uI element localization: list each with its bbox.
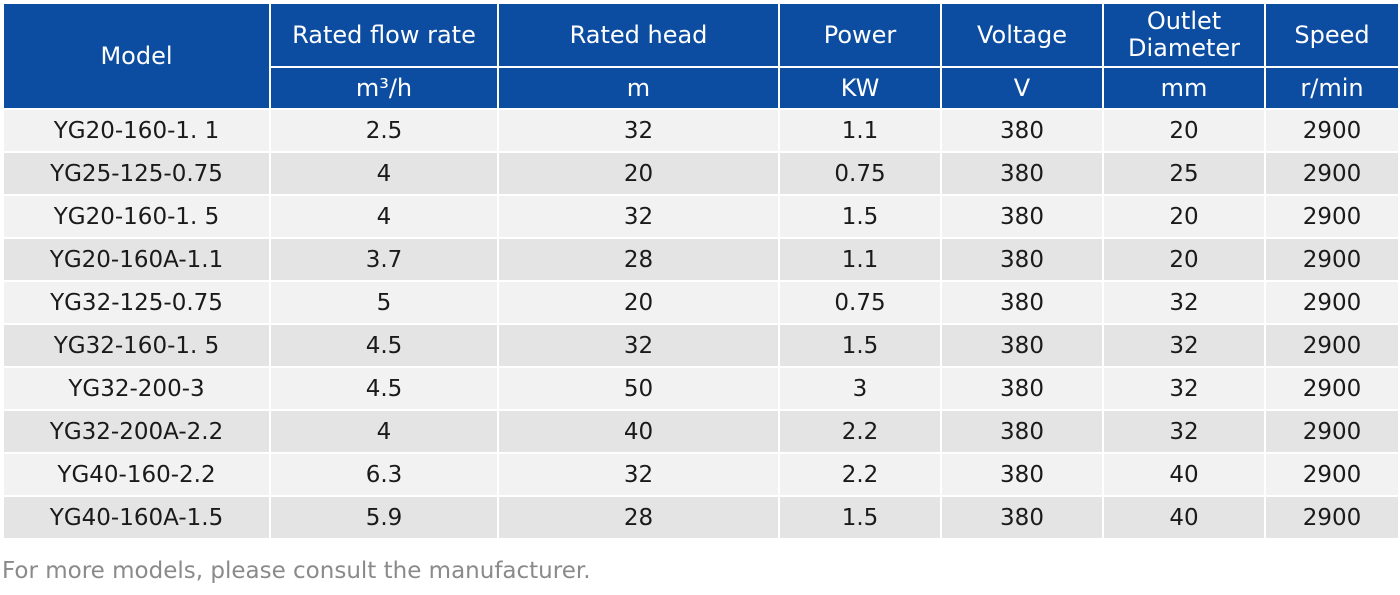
cell-voltage: 380 [940,323,1104,368]
cell-rated-flow-rate: 4 [269,151,499,196]
table-row: YG25-125-0.75 4 20 0.75 380 25 2900 [2,151,1400,196]
header-row: Model Rated flow rate Rated head Power V… [2,2,1400,110]
unit-rated-head: m [497,66,780,110]
cell-outlet-diameter: 40 [1102,452,1266,497]
cell-rated-head: 28 [497,237,780,282]
cell-model: YG32-160-1. 5 [2,323,271,368]
cell-speed: 2900 [1264,452,1400,497]
table-row: YG20-160-1. 1 2.5 32 1.1 380 20 2900 [2,108,1400,153]
cell-rated-head: 20 [497,151,780,196]
cell-rated-flow-rate: 4 [269,194,499,239]
unit-power: KW [778,66,942,110]
cell-power: 1.1 [778,108,942,153]
cell-voltage: 380 [940,280,1104,325]
cell-rated-head: 40 [497,409,780,454]
cell-speed: 2900 [1264,495,1400,540]
cell-model: YG32-125-0.75 [2,280,271,325]
header-power: Power [778,2,942,68]
cell-outlet-diameter: 40 [1102,495,1266,540]
cell-speed: 2900 [1264,323,1400,368]
cell-voltage: 380 [940,108,1104,153]
cell-outlet-diameter: 20 [1102,237,1266,282]
cell-power: 1.5 [778,495,942,540]
cell-voltage: 380 [940,366,1104,411]
cell-voltage: 380 [940,495,1104,540]
cell-rated-flow-rate: 5 [269,280,499,325]
cell-model: YG25-125-0.75 [2,151,271,196]
cell-power: 1.1 [778,237,942,282]
cell-speed: 2900 [1264,366,1400,411]
cell-outlet-diameter: 25 [1102,151,1266,196]
cell-speed: 2900 [1264,108,1400,153]
unit-rated-flow-rate: m³/h [269,66,499,110]
cell-rated-head: 20 [497,280,780,325]
footnote: For more models, please consult the manu… [2,558,591,584]
cell-model: YG20-160-1. 5 [2,194,271,239]
cell-voltage: 380 [940,452,1104,497]
cell-model: YG40-160-2.2 [2,452,271,497]
cell-rated-flow-rate: 5.9 [269,495,499,540]
cell-rated-flow-rate: 2.5 [269,108,499,153]
cell-rated-head: 32 [497,108,780,153]
cell-rated-head: 50 [497,366,780,411]
cell-outlet-diameter: 20 [1102,108,1266,153]
cell-speed: 2900 [1264,409,1400,454]
cell-rated-head: 32 [497,194,780,239]
cell-voltage: 380 [940,409,1104,454]
cell-outlet-diameter: 32 [1102,366,1266,411]
cell-speed: 2900 [1264,151,1400,196]
header-model: Model [2,2,271,110]
table-row: YG20-160-1. 5 4 32 1.5 380 20 2900 [2,194,1400,239]
cell-power: 3 [778,366,942,411]
table-row: YG32-200-3 4.5 50 3 380 32 2900 [2,366,1400,411]
table-body: YG20-160-1. 1 2.5 32 1.1 380 20 2900 YG2… [2,108,1400,540]
unit-row: m³/h m KW V mm r/min [3,66,1400,110]
table-row: YG40-160-2.2 6.3 32 2.2 380 40 2900 [2,452,1400,497]
cell-outlet-diameter: 20 [1102,194,1266,239]
unit-speed: r/min [1264,66,1400,110]
pump-spec-table: Model Rated flow rate Rated head Power V… [2,2,1400,540]
cell-model: YG20-160-1. 1 [2,108,271,153]
cell-outlet-diameter: 32 [1102,323,1266,368]
cell-outlet-diameter: 32 [1102,280,1266,325]
cell-rated-flow-rate: 4 [269,409,499,454]
cell-model: YG32-200-3 [2,366,271,411]
cell-power: 2.2 [778,409,942,454]
cell-model: YG20-160A-1.1 [2,237,271,282]
cell-rated-head: 32 [497,452,780,497]
cell-rated-flow-rate: 6.3 [269,452,499,497]
cell-outlet-diameter: 32 [1102,409,1266,454]
header-speed: Speed [1264,2,1400,68]
header-voltage: Voltage [940,2,1104,68]
table-row: YG32-200A-2.2 4 40 2.2 380 32 2900 [2,409,1400,454]
unit-voltage: V [940,66,1104,110]
cell-voltage: 380 [940,194,1104,239]
cell-power: 0.75 [778,151,942,196]
cell-rated-head: 28 [497,495,780,540]
table-row: YG40-160A-1.5 5.9 28 1.5 380 40 2900 [2,495,1400,540]
cell-rated-flow-rate: 4.5 [269,323,499,368]
table-row: YG32-125-0.75 5 20 0.75 380 32 2900 [2,280,1400,325]
table-row: YG32-160-1. 5 4.5 32 1.5 380 32 2900 [2,323,1400,368]
cell-power: 2.2 [778,452,942,497]
cell-power: 0.75 [778,280,942,325]
unit-outlet-diameter: mm [1102,66,1266,110]
cell-rated-head: 32 [497,323,780,368]
cell-speed: 2900 [1264,237,1400,282]
cell-rated-flow-rate: 4.5 [269,366,499,411]
cell-speed: 2900 [1264,280,1400,325]
cell-voltage: 380 [940,237,1104,282]
header-rated-flow-rate: Rated flow rate [269,2,499,68]
cell-power: 1.5 [778,323,942,368]
table-row: YG20-160A-1.1 3.7 28 1.1 380 20 2900 [2,237,1400,282]
cell-speed: 2900 [1264,194,1400,239]
cell-rated-flow-rate: 3.7 [269,237,499,282]
cell-model: YG40-160A-1.5 [2,495,271,540]
header-rated-head: Rated head [497,2,780,68]
cell-power: 1.5 [778,194,942,239]
header-outlet-diameter: Outlet Diameter [1102,2,1266,68]
cell-model: YG32-200A-2.2 [2,409,271,454]
cell-voltage: 380 [940,151,1104,196]
